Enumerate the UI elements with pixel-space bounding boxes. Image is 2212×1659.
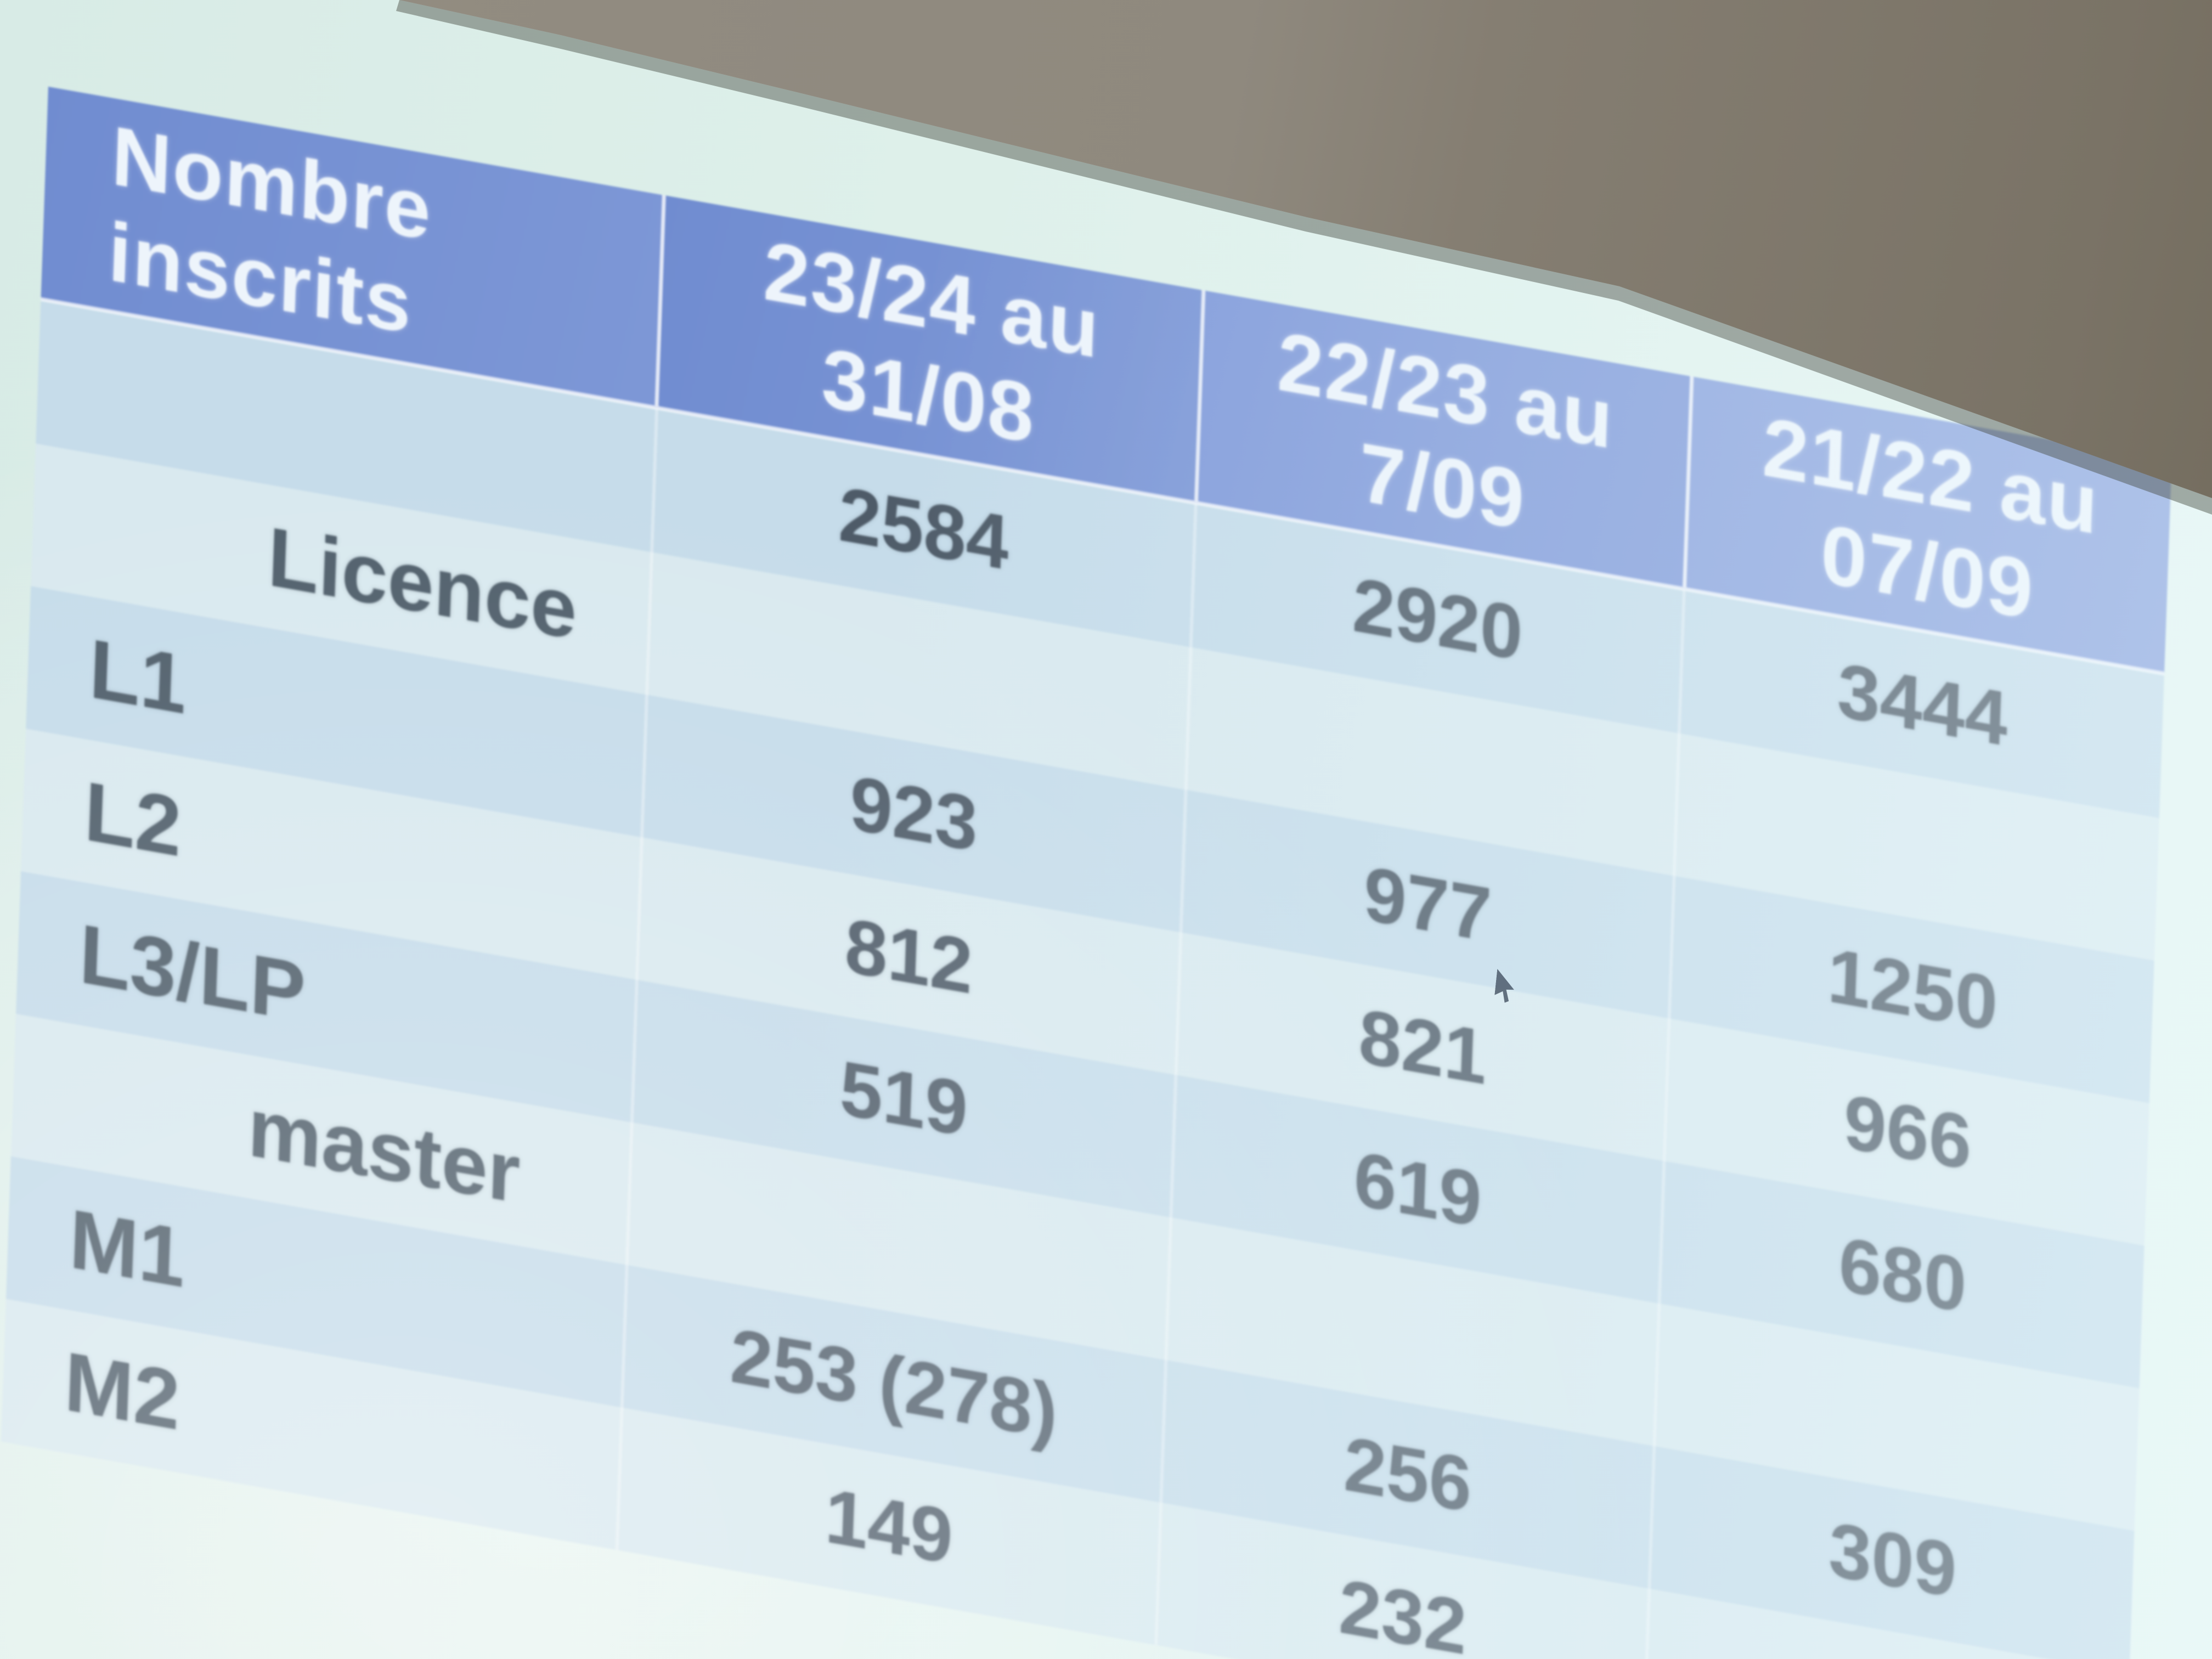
projection-photo: Nombre inscrits 23/24 au 31/08 22/23 au … [0, 0, 2212, 1659]
